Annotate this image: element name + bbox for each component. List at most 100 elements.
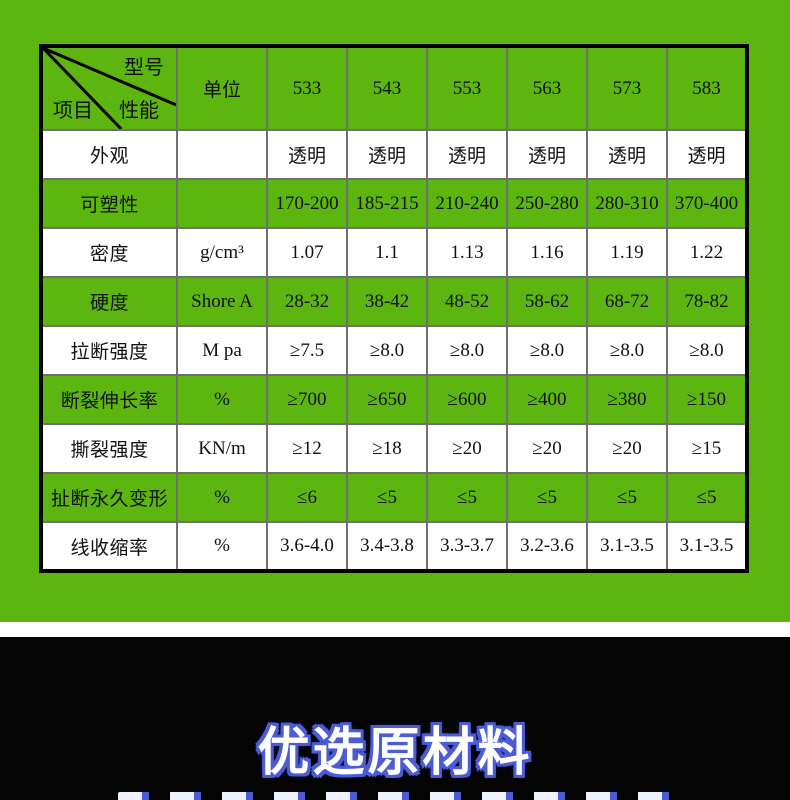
table-row-hardness: 硬度 Shore A 28-32 38-42 48-52 58-62 68-72… — [40, 276, 748, 327]
table-row-appearance: 外观 透明 透明 透明 透明 透明 透明 — [40, 129, 748, 180]
table-row-permanent-set: 扯断永久变形 % ≤6 ≤5 ≤5 ≤5 ≤5 ≤5 — [40, 472, 748, 523]
value-cell: ≥8.0 — [426, 325, 508, 376]
value-cell: 250-280 — [506, 178, 588, 229]
value-cell: ≤5 — [346, 472, 428, 523]
table-row-elongation: 断裂伸长率 % ≥700 ≥650 ≥600 ≥400 ≥380 ≥150 — [40, 374, 748, 425]
value-cell: 1.1 — [346, 227, 428, 278]
value-cell: ≤5 — [506, 472, 588, 523]
value-cell: ≥380 — [586, 374, 668, 425]
partial-text-line — [118, 792, 690, 800]
value-cell: 3.3-3.7 — [426, 521, 508, 572]
value-cell: ≥20 — [426, 423, 508, 474]
value-cell: 210-240 — [426, 178, 508, 229]
row-label: 拉断强度 — [40, 325, 178, 376]
model-header-583: 583 — [666, 45, 748, 131]
corner-label-performance: 性能 — [119, 100, 159, 122]
model-header-573: 573 — [586, 45, 668, 131]
value-cell: 透明 — [506, 129, 588, 180]
divider-strip — [0, 622, 790, 637]
corner-label-item: 项目 — [53, 100, 93, 122]
unit-cell — [176, 129, 268, 180]
unit-cell: g/cm³ — [176, 227, 268, 278]
spec-table: 型号 项目 性能 单位 533 543 553 563 573 583 外观 透… — [39, 44, 749, 573]
value-cell: 3.1-3.5 — [666, 521, 748, 572]
value-cell: ≥7.5 — [266, 325, 348, 376]
model-header-563: 563 — [506, 45, 588, 131]
green-background: 型号 项目 性能 单位 533 543 553 563 573 583 外观 透… — [0, 0, 790, 622]
footer-banner: 优选原材料 — [0, 637, 790, 800]
value-cell: ≤6 — [266, 472, 348, 523]
value-cell: 68-72 — [586, 276, 668, 327]
value-cell: ≤5 — [586, 472, 668, 523]
table-row-tear-strength: 撕裂强度 KN/m ≥12 ≥18 ≥20 ≥20 ≥20 ≥15 — [40, 423, 748, 474]
value-cell: ≥12 — [266, 423, 348, 474]
model-header-533: 533 — [266, 45, 348, 131]
value-cell: ≥15 — [666, 423, 748, 474]
value-cell: ≥20 — [586, 423, 668, 474]
unit-cell: % — [176, 521, 268, 572]
value-cell: ≥400 — [506, 374, 588, 425]
value-cell: 透明 — [346, 129, 428, 180]
value-cell: 280-310 — [586, 178, 668, 229]
value-cell: 78-82 — [666, 276, 748, 327]
value-cell: 58-62 — [506, 276, 588, 327]
value-cell: ≥150 — [666, 374, 748, 425]
value-cell: 1.22 — [666, 227, 748, 278]
row-label: 线收缩率 — [40, 521, 178, 572]
model-header-543: 543 — [346, 45, 428, 131]
model-header-553: 553 — [426, 45, 508, 131]
value-cell: 1.19 — [586, 227, 668, 278]
diagonal-lines-icon — [43, 48, 176, 129]
value-cell: 透明 — [666, 129, 748, 180]
value-cell: ≤5 — [426, 472, 508, 523]
value-cell: 3.4-3.8 — [346, 521, 428, 572]
value-cell: 1.13 — [426, 227, 508, 278]
corner-cell: 型号 项目 性能 — [40, 45, 178, 131]
value-cell: ≥8.0 — [346, 325, 428, 376]
banner-headline: 优选原材料 — [257, 724, 533, 782]
value-cell: 185-215 — [346, 178, 428, 229]
value-cell: ≥600 — [426, 374, 508, 425]
row-label: 密度 — [40, 227, 178, 278]
row-label: 断裂伸长率 — [40, 374, 178, 425]
value-cell: ≥8.0 — [666, 325, 748, 376]
value-cell: 透明 — [426, 129, 508, 180]
unit-cell: M pa — [176, 325, 268, 376]
unit-cell: Shore A — [176, 276, 268, 327]
value-cell: 3.6-4.0 — [266, 521, 348, 572]
value-cell: 370-400 — [666, 178, 748, 229]
value-cell: 透明 — [266, 129, 348, 180]
value-cell: 1.16 — [506, 227, 588, 278]
value-cell: ≥8.0 — [506, 325, 588, 376]
row-label: 可塑性 — [40, 178, 178, 229]
table-row-density: 密度 g/cm³ 1.07 1.1 1.13 1.16 1.19 1.22 — [40, 227, 748, 278]
unit-cell: KN/m — [176, 423, 268, 474]
unit-cell — [176, 178, 268, 229]
table-row-plasticity: 可塑性 170-200 185-215 210-240 250-280 280-… — [40, 178, 748, 229]
value-cell: 38-42 — [346, 276, 428, 327]
value-cell: ≥8.0 — [586, 325, 668, 376]
value-cell: 170-200 — [266, 178, 348, 229]
unit-header: 单位 — [176, 45, 268, 131]
row-label: 硬度 — [40, 276, 178, 327]
value-cell: 28-32 — [266, 276, 348, 327]
value-cell: 3.2-3.6 — [506, 521, 588, 572]
unit-cell: % — [176, 472, 268, 523]
value-cell: 48-52 — [426, 276, 508, 327]
value-cell: ≥20 — [506, 423, 588, 474]
value-cell: 3.1-3.5 — [586, 521, 668, 572]
value-cell: ≤5 — [666, 472, 748, 523]
row-label: 撕裂强度 — [40, 423, 178, 474]
row-label: 扯断永久变形 — [40, 472, 178, 523]
row-label: 外观 — [40, 129, 178, 180]
header-row: 型号 项目 性能 单位 533 543 553 563 573 583 — [40, 45, 748, 131]
table-row-shrinkage: 线收缩率 % 3.6-4.0 3.4-3.8 3.3-3.7 3.2-3.6 3… — [40, 521, 748, 572]
value-cell: ≥650 — [346, 374, 428, 425]
table-row-tensile-strength: 拉断强度 M pa ≥7.5 ≥8.0 ≥8.0 ≥8.0 ≥8.0 ≥8.0 — [40, 325, 748, 376]
value-cell: 透明 — [586, 129, 668, 180]
value-cell: ≥700 — [266, 374, 348, 425]
value-cell: 1.07 — [266, 227, 348, 278]
corner-label-model: 型号 — [124, 57, 164, 79]
value-cell: ≥18 — [346, 423, 428, 474]
unit-cell: % — [176, 374, 268, 425]
